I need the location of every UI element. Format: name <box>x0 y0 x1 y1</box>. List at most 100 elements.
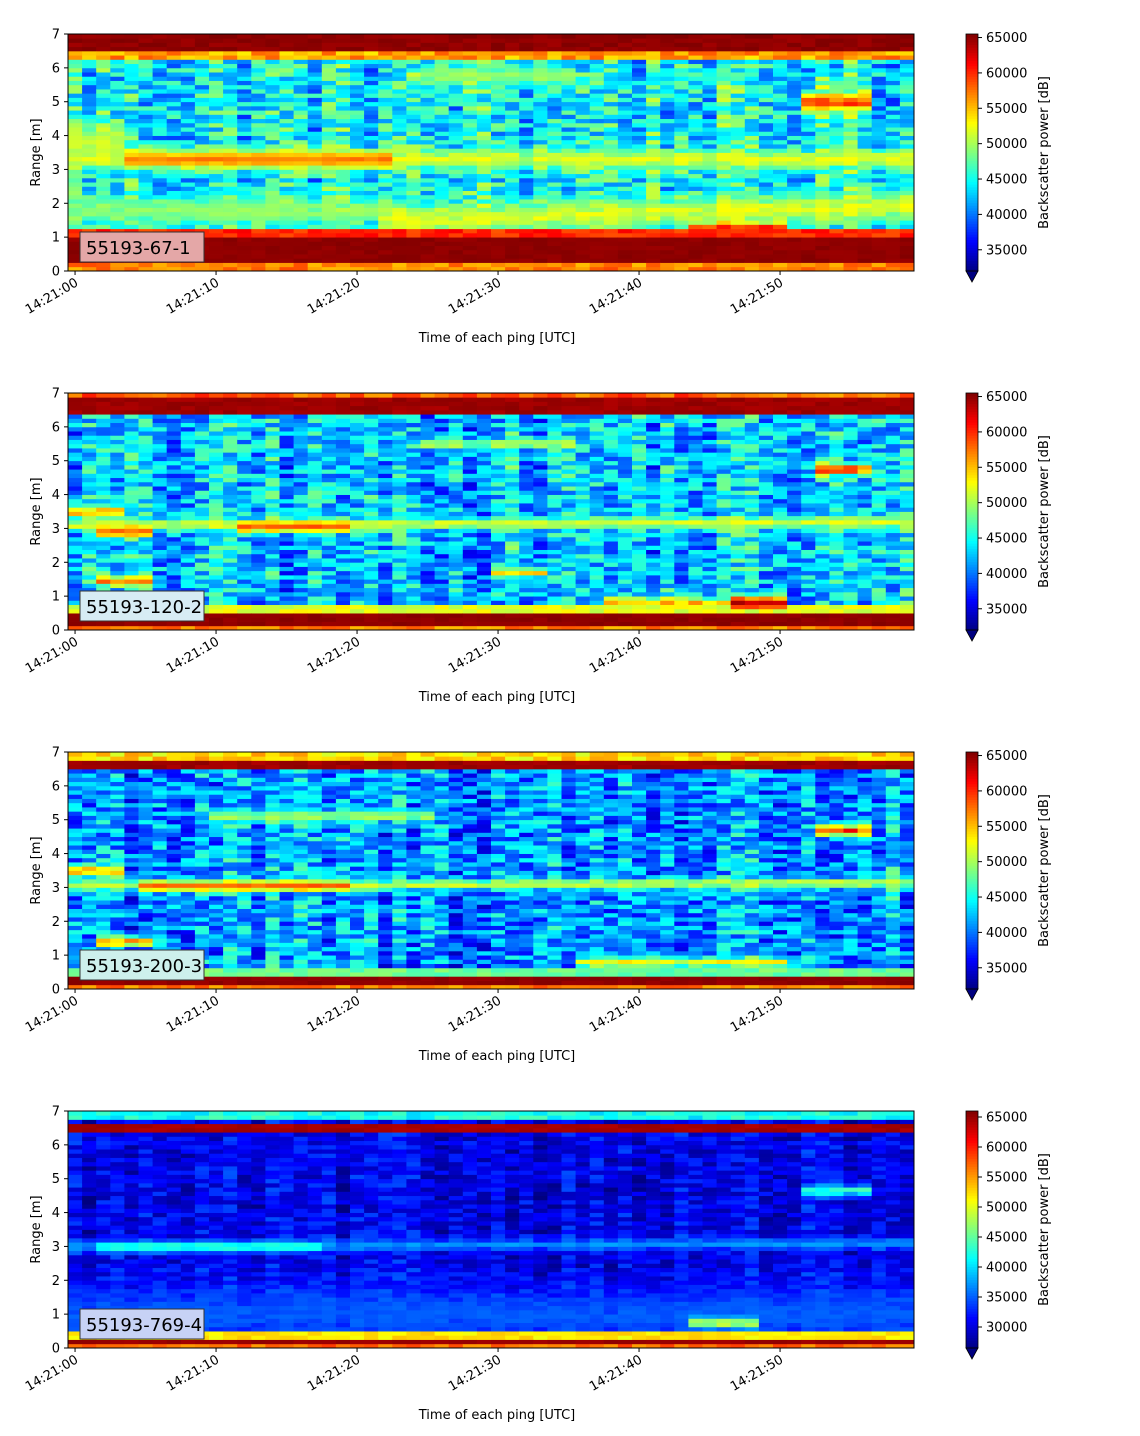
heatmap-cell <box>350 452 365 457</box>
heatmap-cell <box>68 46 83 52</box>
heatmap-cell <box>166 473 182 479</box>
heatmap-cell <box>801 190 816 196</box>
heatmap-cell <box>674 190 689 196</box>
heatmap-cell <box>773 55 788 60</box>
heatmap-cell <box>321 122 337 128</box>
heatmap-cell <box>265 613 280 618</box>
heatmap-cell <box>209 59 224 65</box>
heatmap-cell <box>392 621 407 627</box>
heatmap-cell <box>787 152 802 158</box>
heatmap-cell <box>166 431 182 436</box>
heatmap-cell <box>857 194 873 200</box>
heatmap-cell <box>547 232 562 238</box>
heatmap-cell <box>744 207 760 213</box>
heatmap-cell <box>335 148 351 153</box>
heatmap-cell <box>476 224 492 230</box>
heatmap-cell <box>843 55 858 60</box>
heatmap-cell <box>392 608 407 614</box>
heatmap-cell <box>406 473 421 479</box>
heatmap-cell <box>223 160 238 166</box>
heatmap-cell <box>209 224 224 230</box>
heatmap-cell <box>321 481 337 487</box>
heatmap-cell <box>392 232 407 238</box>
heatmap-cell <box>406 422 421 428</box>
heatmap-cell <box>406 621 421 627</box>
heatmap-cell <box>702 249 717 255</box>
heatmap-cell <box>265 101 280 107</box>
heatmap-cell <box>82 574 97 580</box>
heatmap-cell <box>378 101 393 107</box>
heatmap-cell <box>265 536 280 542</box>
heatmap-cell <box>434 76 450 81</box>
heatmap-cell <box>871 72 887 77</box>
heatmap-cell <box>476 135 492 141</box>
heatmap-cell <box>533 232 548 238</box>
heatmap-cell <box>744 199 760 204</box>
heatmap-cell <box>448 245 464 251</box>
heatmap-cell <box>448 139 464 145</box>
heatmap-cell <box>632 46 647 52</box>
heatmap-cell <box>406 439 421 445</box>
colorbar-segment <box>966 84 978 88</box>
heatmap-cell <box>491 165 506 170</box>
heatmap-cell <box>392 63 407 69</box>
heatmap-cell <box>364 431 379 436</box>
heatmap-cell <box>251 532 266 538</box>
heatmap-cell <box>857 63 873 69</box>
colorbar-segment <box>966 139 978 143</box>
heatmap-cell <box>406 89 421 94</box>
colorbar-segment <box>966 107 978 111</box>
heatmap-cell <box>533 139 548 145</box>
heatmap-cell <box>801 34 816 39</box>
heatmap-cell <box>547 76 562 81</box>
heatmap-cell <box>321 625 337 631</box>
heatmap-cell <box>321 190 337 196</box>
heatmap-cell <box>307 528 323 534</box>
heatmap-cell <box>265 486 280 491</box>
heatmap-cell <box>180 55 196 60</box>
heatmap-cell <box>448 215 464 221</box>
heatmap-cell <box>857 186 873 191</box>
heatmap-cell <box>110 587 125 593</box>
heatmap-cell <box>420 613 435 618</box>
heatmap-cell <box>350 494 365 500</box>
heatmap-cell <box>519 237 534 242</box>
heatmap-cell <box>378 507 393 512</box>
heatmap-cell <box>209 608 224 614</box>
heatmap-cell <box>110 89 125 94</box>
heatmap-cell <box>68 220 83 225</box>
heatmap-cell <box>364 228 379 234</box>
heatmap-cell <box>406 452 421 457</box>
heatmap-cell <box>265 511 280 517</box>
heatmap-cell <box>561 190 576 196</box>
heatmap-cell <box>787 241 802 247</box>
heatmap-cell <box>688 93 703 98</box>
heatmap-cell <box>448 211 464 217</box>
heatmap-cell <box>152 621 168 627</box>
heatmap-cell <box>335 503 351 508</box>
heatmap-cell <box>138 409 153 415</box>
heatmap-cell <box>209 169 224 175</box>
heatmap-cell <box>575 89 591 94</box>
heatmap-cell <box>124 414 139 419</box>
panel-label: 55193-67-1 <box>79 231 205 263</box>
heatmap-cell <box>787 93 802 98</box>
heatmap-cell <box>857 55 873 60</box>
heatmap-cell <box>505 42 520 48</box>
heatmap-cell <box>279 207 294 213</box>
heatmap-cell <box>237 152 252 158</box>
heatmap-cell <box>378 579 393 584</box>
heatmap-cell <box>350 503 365 508</box>
heatmap-cell <box>392 477 407 483</box>
heatmap-cell <box>533 165 548 170</box>
heatmap-cell <box>773 97 788 103</box>
heatmap-cell <box>744 224 760 230</box>
heatmap-cell <box>251 46 266 52</box>
heatmap-cell <box>209 249 224 255</box>
heatmap-cell <box>660 72 675 77</box>
heatmap-cell <box>547 254 562 259</box>
heatmap-cell <box>603 72 619 77</box>
heatmap-cell <box>138 405 153 411</box>
heatmap-cell <box>350 456 365 462</box>
heatmap-cell <box>505 232 520 238</box>
